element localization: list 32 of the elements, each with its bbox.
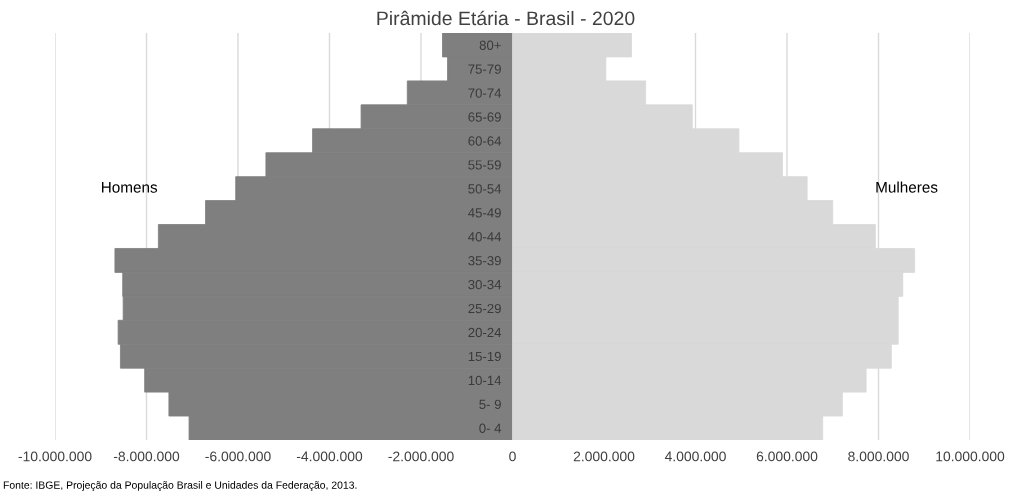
y-tick-label: 10-14 [468, 375, 502, 386]
y-tick-label: 60-64 [468, 136, 502, 146]
y-tick-label: 65-69 [468, 112, 501, 122]
x-tick-label: -6.000.000 [205, 451, 271, 462]
y-tick-label: 70-74 [468, 88, 502, 98]
text: Homens [102, 182, 158, 193]
y-tick-label: 35-39 [468, 256, 501, 266]
x-tick-label: 8.000.000 [848, 451, 909, 462]
y-tick-label: 30-34 [468, 279, 502, 290]
y-tick-label: 20-24 [468, 327, 502, 338]
x-tick-label: -10.000.000 [18, 451, 92, 462]
source-note: Fonte: IBGE, Projeção da População Brasil e Unidades da Federação, 2013. [3, 481, 357, 491]
x-tick-label: 0 [509, 451, 516, 462]
x-tick-label: -4.000.000 [296, 451, 363, 462]
chart-title: Pirâmide Etária - Brasil - 2020 [377, 10, 635, 26]
y-tick-label: 0- 4 [479, 423, 502, 433]
y-tick-label: 80+ [479, 40, 501, 50]
y-tick-label: 45-49 [468, 208, 501, 218]
y-tick-label: 25-29 [468, 303, 501, 314]
x-tick-label: 6.000.000 [756, 451, 818, 462]
x-tick-label: 2.000.000 [573, 451, 635, 462]
y-tick-label: 40-44 [468, 232, 502, 242]
y-tick-label: 5- 9 [479, 399, 501, 409]
x-tick-label: -8.000.000 [113, 451, 180, 462]
x-tick-label: -2.000.000 [388, 451, 454, 462]
x-tick-label: 4.000.000 [664, 451, 726, 462]
y-tick-label: 50-54 [468, 184, 502, 194]
x-tick-label: 10.000.000 [936, 451, 1005, 462]
y-tick-label: 15-19 [468, 351, 501, 362]
y-tick-label: 55-59 [468, 160, 501, 170]
y-tick-label: 75-79 [468, 64, 501, 74]
text: Mulheres [876, 181, 938, 193]
